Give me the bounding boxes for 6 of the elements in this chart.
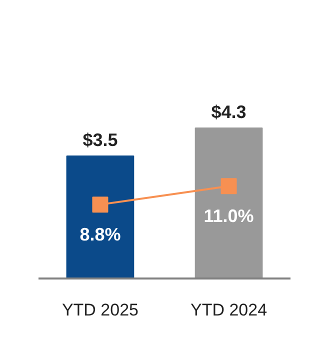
x-tick-label: YTD 2025 [62,300,138,320]
x-tick-label: YTD 2024 [190,300,268,320]
data-label: 11.0% [204,206,254,226]
data-label: $4.3 [211,102,246,122]
data-label: $3.5 [82,130,118,150]
data-label: 8.8% [80,224,121,245]
